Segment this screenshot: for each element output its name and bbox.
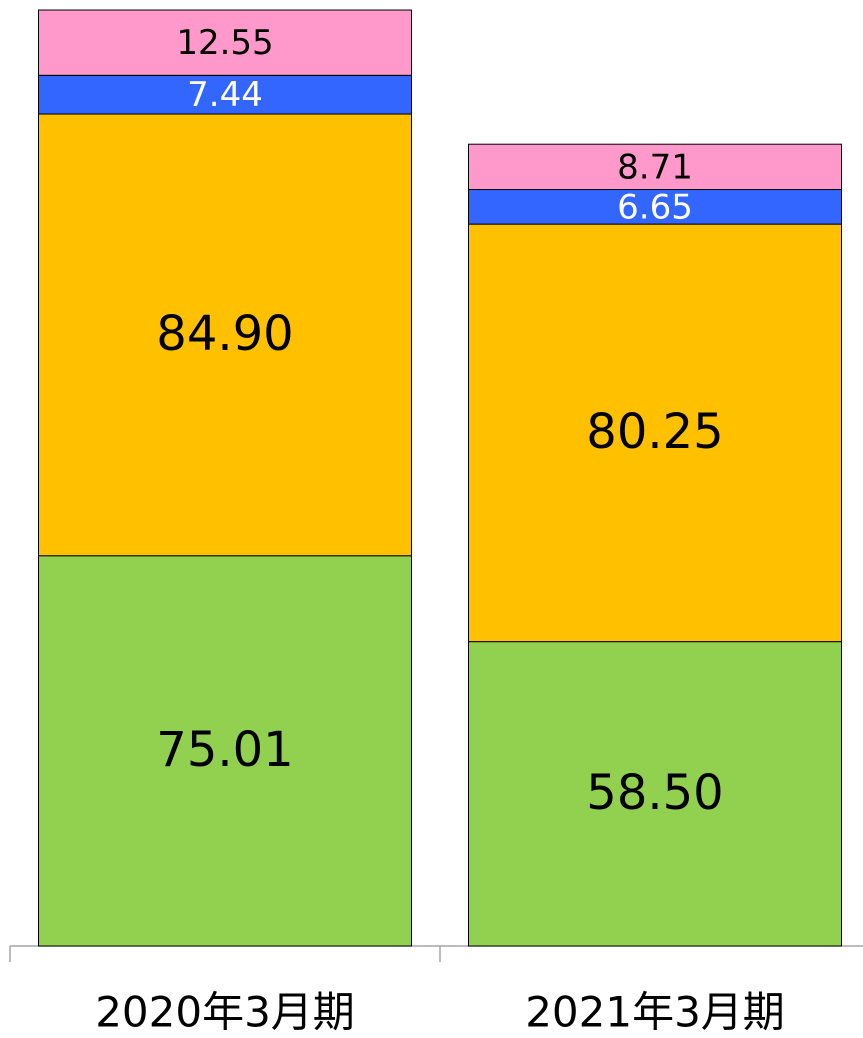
bar-segment: [38, 74, 412, 115]
data-label: 80.25: [586, 404, 723, 460]
bar-segment: [468, 223, 842, 643]
data-label: 58.50: [586, 765, 723, 821]
bar-segment: [468, 189, 842, 225]
bar-segment: [468, 641, 842, 947]
data-label: 75.01: [156, 722, 293, 778]
bar-segment: [38, 9, 412, 76]
data-label: 7.44: [187, 75, 263, 115]
data-label: 12.55: [176, 23, 273, 63]
data-label: 8.71: [617, 147, 693, 187]
data-label: 6.65: [617, 187, 693, 227]
x-tick-label: 2020年3月期: [95, 988, 355, 1037]
bar-segment: [38, 555, 412, 947]
bar-segment: [38, 113, 412, 557]
bar-segment: [468, 143, 842, 191]
data-label: 84.90: [156, 306, 293, 362]
x-tick-label: 2021年3月期: [525, 988, 785, 1037]
